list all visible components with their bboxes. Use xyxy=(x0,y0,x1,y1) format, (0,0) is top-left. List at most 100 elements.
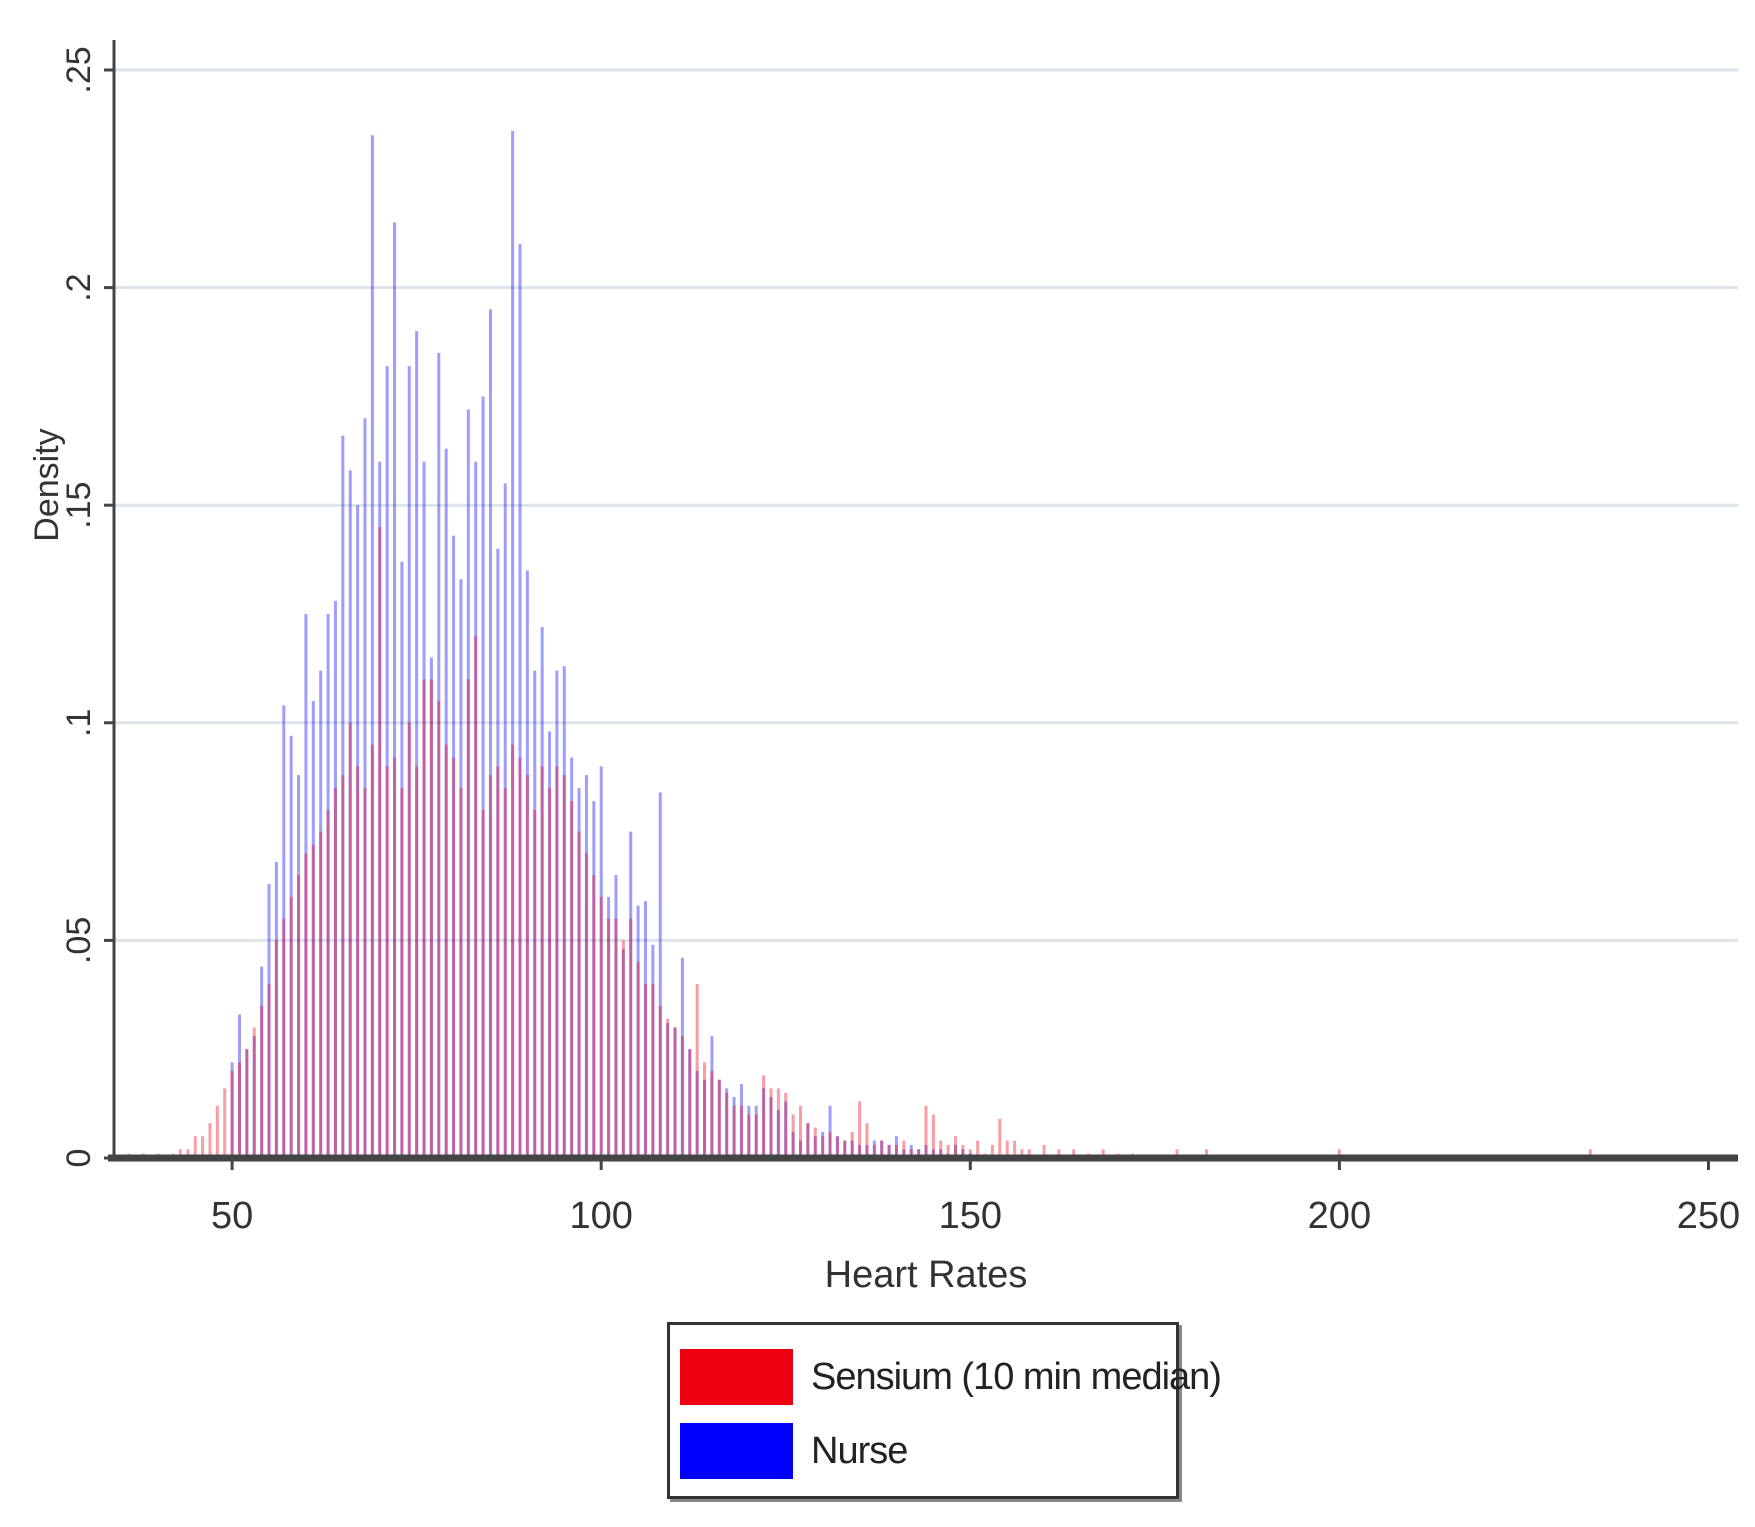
legend-swatch-sensium xyxy=(680,1349,793,1405)
nurse-bar xyxy=(548,731,552,1158)
nurse-bar xyxy=(813,1136,817,1158)
nurse-bar xyxy=(865,1144,869,1158)
sensium-bar xyxy=(688,1049,692,1158)
sensium-bar xyxy=(348,722,352,1158)
sensium-bar xyxy=(843,1140,847,1158)
nurse-bar xyxy=(747,1105,751,1158)
sensium-bar xyxy=(356,766,360,1158)
sensium-bar xyxy=(385,766,389,1158)
sensium-bar xyxy=(666,1018,670,1158)
sensium-bar xyxy=(769,1088,773,1158)
sensium-bar xyxy=(909,1149,913,1158)
nurse-bar xyxy=(939,1149,943,1158)
sensium-bar xyxy=(466,679,470,1158)
sensium-bar xyxy=(562,775,566,1158)
sensium-bar xyxy=(201,1136,205,1158)
nurse-bar xyxy=(821,1131,825,1158)
nurse-bar xyxy=(474,461,478,1158)
sensium-bar xyxy=(658,1005,662,1158)
sensium-bar xyxy=(525,775,529,1158)
nurse-bar xyxy=(459,579,463,1158)
nurse-bar xyxy=(518,244,522,1158)
sensium-bar xyxy=(1013,1140,1017,1158)
sensium-bar xyxy=(415,766,419,1158)
sensium-bar xyxy=(998,1118,1002,1158)
nurse-bar xyxy=(274,862,278,1158)
nurse-bar xyxy=(333,600,337,1158)
nurse-bar xyxy=(267,883,271,1158)
sensium-bar xyxy=(717,1079,721,1158)
nurse-bar xyxy=(245,1049,249,1158)
sensium-bar xyxy=(393,757,397,1158)
sensium-bar xyxy=(850,1131,854,1158)
nurse-bar xyxy=(651,944,655,1158)
sensium-bar xyxy=(452,757,456,1158)
x-tick-label: 100 xyxy=(569,1195,632,1237)
sensium-bar xyxy=(621,940,625,1158)
sensium-bar xyxy=(518,757,522,1158)
nurse-bar xyxy=(828,1105,832,1158)
nurse-bar xyxy=(710,1036,714,1158)
sensium-bar xyxy=(370,744,374,1158)
sensium-bar xyxy=(555,766,559,1158)
sensium-bars xyxy=(127,526,1592,1158)
nurse-bar xyxy=(629,831,633,1158)
sensium-bar xyxy=(636,962,640,1158)
nurse-bar xyxy=(858,1144,862,1158)
sensium-bar xyxy=(237,1062,241,1158)
nurse-bar xyxy=(621,949,625,1158)
sensium-bar xyxy=(939,1140,943,1158)
nurse-bar xyxy=(466,409,470,1159)
sensium-bar xyxy=(511,744,515,1158)
sensium-bar xyxy=(437,701,441,1158)
sensium-bar xyxy=(754,1114,758,1158)
sensium-bar xyxy=(540,766,544,1158)
sensium-bar xyxy=(584,853,588,1158)
legend-label-nurse: Nurse xyxy=(811,1429,908,1472)
nurse-bar xyxy=(429,657,433,1158)
nurse-bar xyxy=(791,1131,795,1158)
nurse-bar xyxy=(378,461,382,1158)
x-tick-label: 200 xyxy=(1308,1195,1371,1237)
sensium-bar xyxy=(791,1114,795,1158)
sensium-bar xyxy=(1027,1149,1031,1158)
sensium-bar xyxy=(954,1136,958,1158)
sensium-bar xyxy=(193,1136,197,1158)
sensium-bar xyxy=(1072,1149,1076,1158)
nurse-bar xyxy=(776,1110,780,1158)
legend-swatch-nurse xyxy=(680,1423,793,1479)
nurse-bar xyxy=(407,365,411,1158)
sensium-bar xyxy=(223,1088,227,1158)
sensium-bar xyxy=(799,1105,803,1158)
sensium-bar xyxy=(178,1149,182,1158)
sensium-bar xyxy=(976,1140,980,1158)
sensium-bar xyxy=(813,1127,817,1158)
nurse-bar xyxy=(607,896,611,1158)
nurse-bar xyxy=(725,1088,729,1158)
sensium-bar xyxy=(710,1070,714,1158)
sensium-bar xyxy=(378,526,382,1158)
nurse-bar xyxy=(739,1084,743,1158)
nurse-bar xyxy=(784,1101,788,1158)
nurse-bar xyxy=(415,331,419,1158)
y-tick-label: .2 xyxy=(60,273,98,301)
nurse-bar xyxy=(503,483,507,1158)
sensium-bar xyxy=(548,788,552,1158)
y-tick-label: .05 xyxy=(60,917,98,964)
nurse-bar xyxy=(636,905,640,1158)
sensium-bar xyxy=(304,853,308,1158)
sensium-bar xyxy=(695,983,699,1158)
sensium-bar xyxy=(429,679,433,1158)
x-tick-label: 250 xyxy=(1677,1195,1740,1237)
sensium-bar xyxy=(326,809,330,1158)
nurse-bar xyxy=(695,1070,699,1158)
nurse-bar xyxy=(540,627,544,1158)
x-axis-title: Heart Rates xyxy=(825,1254,1028,1296)
sensium-bar xyxy=(961,1144,965,1158)
sensium-bar xyxy=(739,1105,743,1158)
nurse-bar xyxy=(385,365,389,1158)
sensium-bar xyxy=(311,844,315,1158)
sensium-bar xyxy=(835,1136,839,1158)
sensium-bar xyxy=(629,918,633,1158)
x-tick-label: 150 xyxy=(939,1195,1002,1237)
